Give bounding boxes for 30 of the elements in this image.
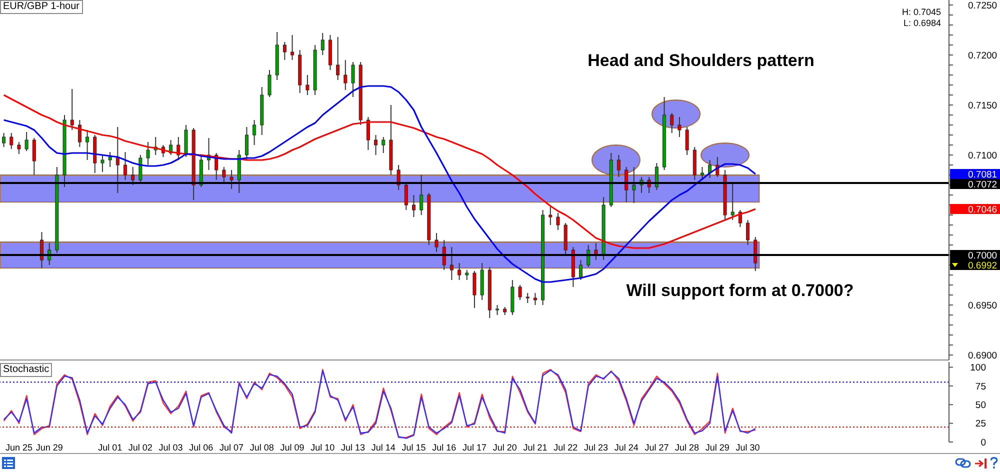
x-tick-label: Jun 25: [5, 442, 32, 452]
x-tick-label: Jul 21: [523, 442, 548, 452]
x-tick-label: Jul 10: [310, 442, 335, 452]
x-tick-label: Jul 22: [554, 442, 578, 452]
x-tick-label: Jul 13: [341, 442, 366, 452]
x-tick-label: Jul 07: [220, 442, 244, 452]
x-tick-label: Jul 20: [492, 442, 517, 452]
x-tick-label: Jul 06: [189, 442, 214, 452]
chart-title: Stochastic: [0, 363, 52, 377]
x-tick-label: Jul 27: [644, 442, 669, 452]
x-tick-label: Jul 14: [371, 442, 396, 452]
x-tick-label: Jul 29: [705, 442, 730, 452]
x-tick-label: Jul 28: [675, 442, 700, 452]
y-tick-label: 25: [975, 418, 986, 430]
y-tick-label: 0: [980, 437, 986, 448]
x-tick-label: Jul 16: [432, 442, 456, 452]
x-tick-label: Jul 01: [98, 442, 122, 452]
y-tick-label: 50: [975, 400, 986, 411]
x-tick-label: Jul 09: [280, 442, 304, 452]
x-tick-label: Jun 29: [36, 442, 63, 452]
x-tick-label: Jul 30: [736, 442, 760, 452]
x-tick-label: Jul 17: [462, 442, 487, 452]
x-tick-label: Jul 24: [614, 442, 638, 452]
y-tick-label: 75: [975, 381, 986, 392]
x-tick-label: Jul 03: [158, 442, 183, 452]
x-tick-label: Jul 23: [584, 442, 608, 452]
y-tick-label: 100: [970, 362, 986, 374]
x-tick-label: Jul 08: [250, 442, 274, 452]
x-tick-label: Jul 15: [402, 442, 426, 452]
x-tick-label: Jul 02: [128, 442, 152, 452]
